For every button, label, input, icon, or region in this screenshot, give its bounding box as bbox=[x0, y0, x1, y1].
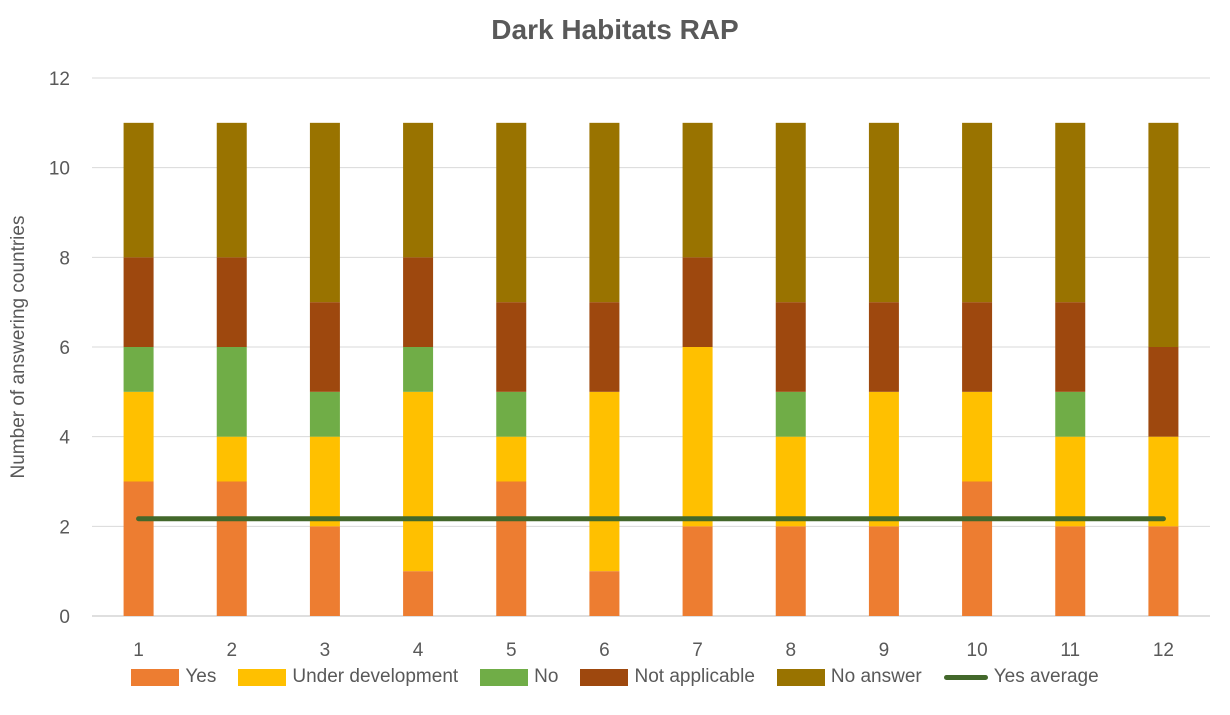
bar-segment bbox=[962, 482, 992, 617]
bar-segment bbox=[124, 347, 154, 392]
bar-segment bbox=[403, 257, 433, 347]
y-tick-label: 10 bbox=[49, 159, 70, 180]
x-tick-label: 1 bbox=[133, 640, 144, 660]
bar-segment bbox=[776, 437, 806, 527]
bar-segment bbox=[589, 392, 619, 571]
legend-item: Yes average bbox=[944, 666, 1099, 688]
bar-segment bbox=[310, 302, 340, 392]
bar-segment bbox=[217, 347, 247, 437]
bar-segment bbox=[869, 302, 899, 392]
bar-segment bbox=[869, 526, 899, 616]
bar-segment bbox=[496, 302, 526, 392]
bar-segment bbox=[1055, 437, 1085, 527]
legend-swatch bbox=[131, 669, 179, 686]
x-tick-label: 8 bbox=[785, 640, 796, 660]
bar-segment bbox=[124, 123, 154, 258]
bar-segment bbox=[589, 123, 619, 302]
x-tick-label: 9 bbox=[879, 640, 890, 660]
x-tick-label: 4 bbox=[413, 640, 424, 660]
bar-segment bbox=[496, 392, 526, 437]
bar-segment bbox=[124, 392, 154, 482]
legend-swatch bbox=[944, 675, 988, 680]
bar-segment bbox=[683, 123, 713, 258]
legend-swatch bbox=[777, 669, 825, 686]
y-tick-label: 0 bbox=[59, 607, 70, 628]
bar-segment bbox=[124, 482, 154, 617]
x-tick-label: 5 bbox=[506, 640, 517, 660]
x-tick-label: 10 bbox=[967, 640, 988, 660]
bar-segment bbox=[217, 257, 247, 347]
bar-segment bbox=[1055, 526, 1085, 616]
bar-segment bbox=[589, 302, 619, 392]
y-tick-label: 8 bbox=[59, 248, 70, 269]
legend-item: Yes bbox=[131, 666, 216, 688]
y-axis-label: Number of answering countries bbox=[8, 216, 29, 479]
bar-segment bbox=[1148, 347, 1178, 437]
chart-legend: Yes Under development No Not applicable No a… bbox=[0, 660, 1230, 694]
bar-segment bbox=[869, 123, 899, 302]
bar-segment bbox=[403, 571, 433, 616]
y-tick-label: 2 bbox=[59, 517, 70, 538]
x-tick-label: 3 bbox=[320, 640, 331, 660]
bar-segment bbox=[776, 123, 806, 302]
bar-segment bbox=[1055, 392, 1085, 437]
x-tick-label: 11 bbox=[1060, 640, 1080, 660]
bar-segment bbox=[217, 482, 247, 617]
bar-segment bbox=[776, 526, 806, 616]
bar-segment bbox=[776, 302, 806, 392]
legend-label: No answer bbox=[831, 666, 922, 688]
legend-label: Yes average bbox=[994, 666, 1099, 688]
bar-segment bbox=[962, 123, 992, 302]
bar-segment bbox=[310, 437, 340, 527]
bar-segment bbox=[310, 526, 340, 616]
bar-segment bbox=[403, 123, 433, 258]
y-tick-label: 4 bbox=[59, 428, 70, 449]
y-tick-label: 6 bbox=[59, 338, 70, 359]
bar-segment bbox=[962, 392, 992, 482]
x-tick-label: 7 bbox=[692, 640, 703, 660]
bar-segment bbox=[1055, 123, 1085, 302]
bar-segment bbox=[1148, 437, 1178, 527]
bar-segment bbox=[310, 123, 340, 302]
bar-segment bbox=[1148, 123, 1178, 347]
legend-swatch bbox=[238, 669, 286, 686]
bar-segment bbox=[683, 347, 713, 526]
x-tick-label: 2 bbox=[226, 640, 237, 660]
bar-segment bbox=[869, 392, 899, 527]
bar-segment bbox=[1148, 526, 1178, 616]
bar-segment bbox=[403, 347, 433, 392]
legend-swatch bbox=[480, 669, 528, 686]
bar-segment bbox=[683, 257, 713, 347]
legend-item: Under development bbox=[238, 666, 458, 688]
bar-segment bbox=[217, 123, 247, 258]
x-tick-label: 12 bbox=[1153, 640, 1174, 660]
bar-segment bbox=[776, 392, 806, 437]
bar-segment bbox=[496, 437, 526, 482]
bar-segment bbox=[403, 392, 433, 571]
legend-label: Not applicable bbox=[634, 666, 754, 688]
bar-segment bbox=[496, 482, 526, 617]
bar-segment bbox=[310, 392, 340, 437]
bar-segment bbox=[589, 571, 619, 616]
legend-label: Under development bbox=[292, 666, 458, 688]
bar-segment bbox=[683, 526, 713, 616]
legend-swatch bbox=[580, 669, 628, 686]
bar-segment bbox=[496, 123, 526, 302]
y-tick-label: 12 bbox=[49, 69, 70, 90]
legend-item: Not applicable bbox=[580, 666, 754, 688]
bar-segment bbox=[217, 437, 247, 482]
bar-segment bbox=[1055, 302, 1085, 392]
bar-segment bbox=[962, 302, 992, 392]
legend-label: No bbox=[534, 666, 558, 688]
legend-label: Yes bbox=[185, 666, 216, 688]
x-tick-label: 6 bbox=[599, 640, 610, 660]
legend-item: No bbox=[480, 666, 558, 688]
legend-item: No answer bbox=[777, 666, 922, 688]
bar-segment bbox=[124, 257, 154, 347]
